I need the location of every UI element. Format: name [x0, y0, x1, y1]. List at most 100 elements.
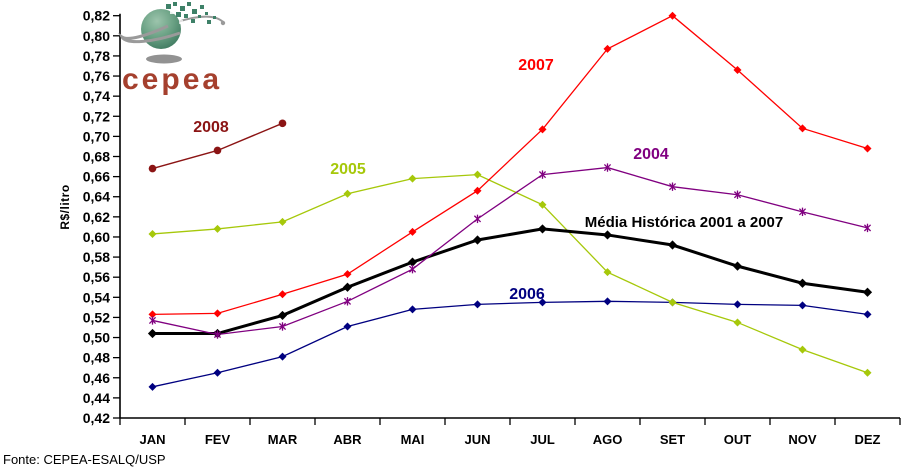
data-point: [278, 119, 287, 128]
data-point: [538, 125, 547, 134]
x-tick-label: DEZ: [855, 432, 881, 447]
data-point: [278, 290, 287, 299]
y-tick-label: 0,48: [83, 350, 110, 366]
data-point: [148, 164, 157, 173]
y-axis-title: R$/litro: [58, 184, 72, 230]
y-tick-label: 0,74: [83, 88, 110, 104]
y-tick-label: 0,60: [83, 229, 110, 245]
data-point: [408, 227, 417, 236]
data-point: [408, 305, 417, 314]
data-point: [668, 183, 677, 191]
logo-mosaic: [166, 2, 216, 24]
y-tick-label: 0,78: [83, 48, 110, 64]
x-tick-label: AGO: [593, 432, 623, 447]
data-point: [472, 235, 483, 245]
data-point: [343, 297, 352, 305]
y-tick-label: 0,66: [83, 169, 110, 185]
data-point: [213, 146, 222, 155]
data-point: [798, 345, 807, 354]
data-point: [733, 191, 742, 199]
data-point: [733, 318, 742, 327]
data-point: [603, 44, 612, 53]
data-point: [797, 278, 808, 288]
data-point: [343, 189, 352, 198]
data-point: [603, 268, 612, 277]
data-point: [537, 224, 548, 234]
logo-swoosh-front: [118, 24, 181, 44]
x-tick-label: SET: [660, 432, 685, 447]
y-tick-label: 0,46: [83, 370, 110, 386]
series-label-média-histórica-2001-a-2007: Média Histórica 2001 a 2007: [585, 214, 783, 231]
logo-swoosh-dot: [220, 20, 226, 26]
data-point: [407, 257, 418, 267]
cepea-logo: cepea: [118, 2, 226, 96]
y-tick-label: 0,72: [83, 108, 110, 124]
data-point: [602, 230, 613, 240]
data-point: [408, 174, 417, 183]
data-point: [603, 297, 612, 306]
data-point: [213, 330, 222, 339]
data-point: [863, 368, 872, 377]
data-point: [667, 240, 678, 250]
y-tick-label: 0,82: [83, 8, 110, 24]
data-point: [538, 200, 547, 209]
data-point: [863, 224, 872, 232]
x-tick-label: FEV: [205, 432, 231, 447]
data-point: [862, 287, 873, 297]
data-point: [732, 261, 743, 271]
data-point: [863, 144, 872, 153]
data-point: [278, 217, 287, 226]
data-point: [342, 282, 353, 292]
y-tick-label: 0,58: [83, 249, 110, 265]
data-point: [213, 368, 222, 377]
x-tick-label: JUN: [464, 432, 490, 447]
data-point: [148, 310, 157, 319]
logo-wordmark: cepea: [122, 63, 222, 96]
data-point: [213, 224, 222, 233]
y-tick-label: 0,54: [83, 289, 110, 305]
source-note: Fonte: CEPEA-ESALQ/USP: [3, 452, 166, 467]
y-tick-label: 0,44: [83, 390, 110, 406]
series-label-2006: 2006: [509, 286, 545, 303]
data-point: [278, 322, 287, 331]
x-tick-label: JUL: [530, 432, 555, 447]
x-tick-label: NOV: [788, 432, 817, 447]
y-tick-label: 0,80: [83, 28, 110, 44]
data-point: [147, 328, 158, 339]
data-point: [278, 352, 287, 361]
x-tick-label: JAN: [139, 432, 165, 447]
data-point: [733, 300, 742, 309]
data-point: [473, 170, 482, 179]
data-point: [343, 270, 352, 279]
y-tick-label: 0,76: [83, 68, 110, 84]
series-label-2005: 2005: [330, 161, 366, 178]
data-point: [733, 66, 742, 75]
data-point: [148, 316, 157, 325]
data-point: [538, 298, 547, 307]
data-point: [603, 164, 612, 172]
y-tick-label: 0,50: [83, 330, 110, 346]
logo-shadow: [146, 54, 182, 64]
series-line-2006: [152, 300, 868, 388]
y-tick-label: 0,52: [83, 309, 110, 325]
series-line-2005: [152, 173, 868, 374]
data-point: [538, 171, 547, 179]
y-tick-label: 0,56: [83, 269, 110, 285]
data-point: [473, 215, 482, 223]
series-line-média-histórica-2001-a-2007: [152, 227, 868, 336]
data-point: [668, 11, 677, 20]
data-point: [277, 310, 288, 321]
series-label-2008: 2008: [193, 119, 229, 136]
y-tick-label: 0,68: [83, 149, 110, 165]
series-line-2004: [152, 166, 868, 336]
y-tick-label: 0,42: [83, 410, 110, 426]
y-tick-label: 0,70: [83, 128, 110, 144]
data-point: [408, 265, 417, 273]
data-point: [343, 322, 352, 331]
series-label-2004: 2004: [633, 146, 669, 163]
data-point: [798, 301, 807, 310]
data-point: [668, 298, 677, 307]
x-tick-label: OUT: [724, 432, 752, 447]
data-point: [798, 124, 807, 133]
